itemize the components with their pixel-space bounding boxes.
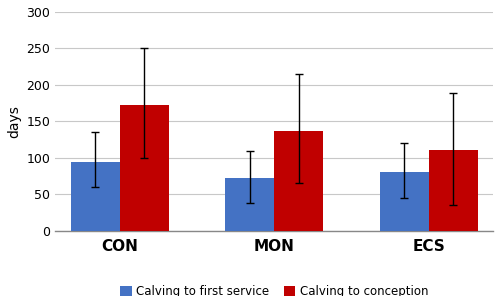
Bar [428,150,478,231]
Bar [225,178,274,231]
Bar [380,173,428,231]
Bar [274,131,323,231]
Bar [70,162,120,231]
Legend: Calving to first service, Calving to conception: Calving to first service, Calving to con… [115,281,434,296]
Y-axis label: days: days [7,105,21,138]
Bar [120,104,168,231]
